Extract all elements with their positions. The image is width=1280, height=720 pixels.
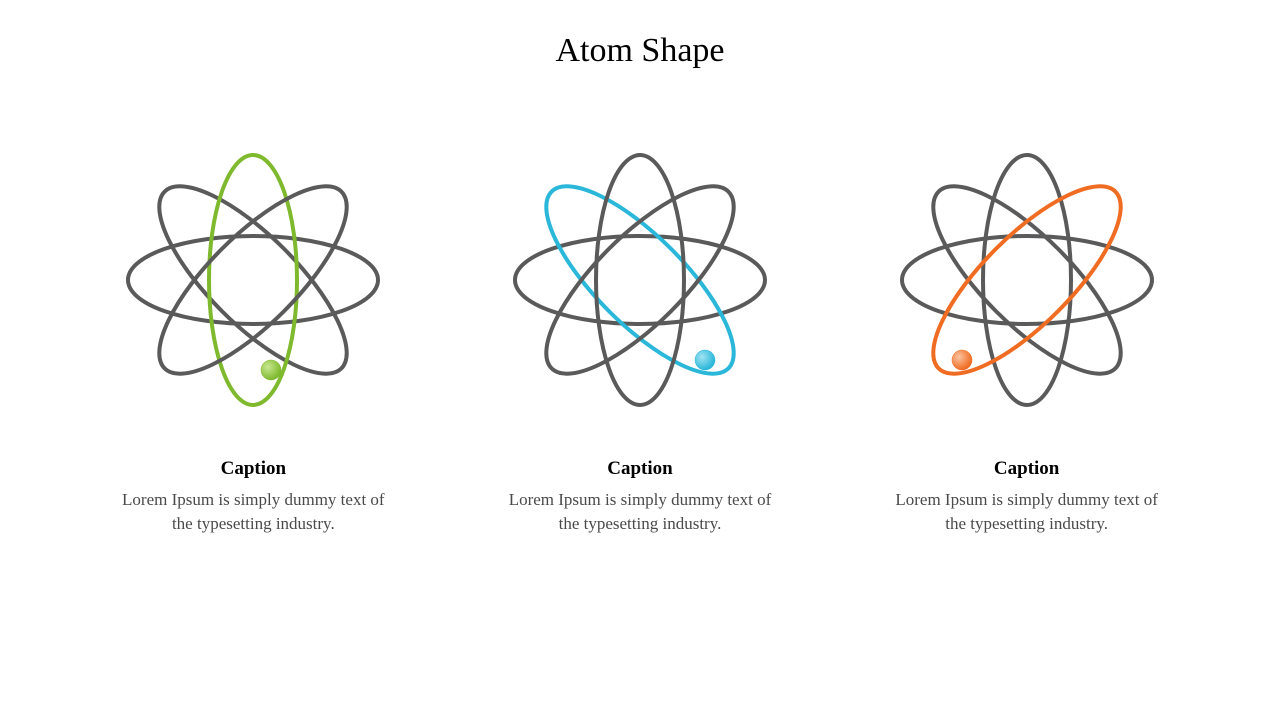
caption-title-2: Caption	[607, 458, 672, 480]
atom-svg-2	[490, 130, 790, 430]
atom-shape-2	[480, 130, 800, 430]
atom-svg-3	[877, 130, 1177, 430]
page-title: Atom Shape	[0, 0, 1280, 70]
atom-shape-3	[867, 130, 1187, 430]
atom-block-1: Caption Lorem Ipsum is simply dummy text…	[88, 130, 418, 536]
caption-title-1: Caption	[221, 458, 286, 480]
atoms-row: Caption Lorem Ipsum is simply dummy text…	[0, 130, 1280, 536]
atom-shape-1	[93, 130, 413, 430]
atom-svg-1	[103, 130, 403, 430]
caption-body-2: Lorem Ipsum is simply dummy text of the …	[505, 488, 775, 536]
caption-body-3: Lorem Ipsum is simply dummy text of the …	[892, 488, 1162, 536]
atom-block-2: Caption Lorem Ipsum is simply dummy text…	[475, 130, 805, 536]
caption-title-3: Caption	[994, 458, 1059, 480]
atom-block-3: Caption Lorem Ipsum is simply dummy text…	[862, 130, 1192, 536]
caption-body-1: Lorem Ipsum is simply dummy text of the …	[118, 488, 388, 536]
